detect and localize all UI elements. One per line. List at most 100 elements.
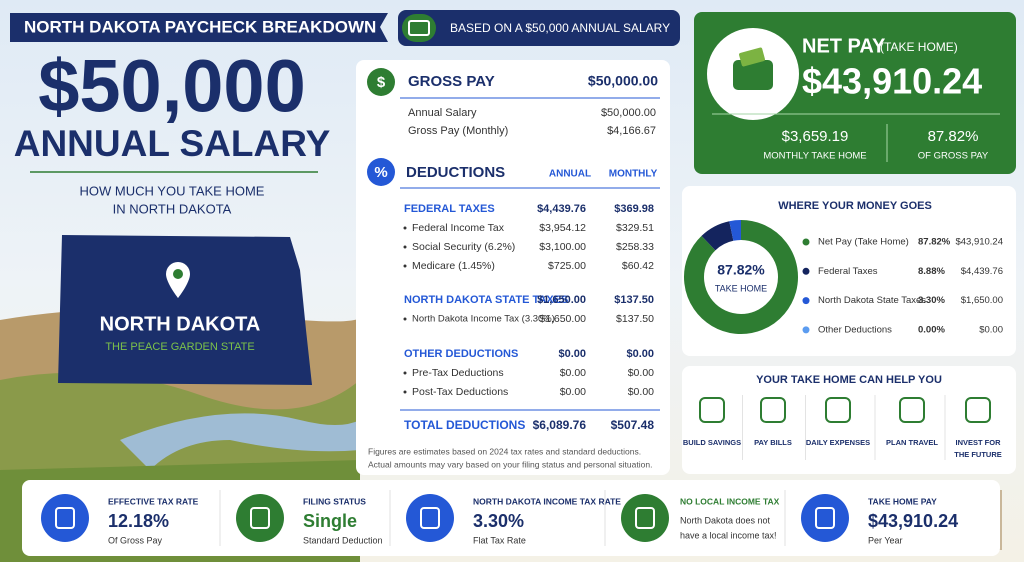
row-label: Federal Income Tax: [412, 222, 505, 234]
total-label: TOTAL DEDUCTIONS: [404, 418, 525, 432]
group-annual: $4,439.76: [537, 203, 586, 215]
help-icon: [760, 397, 786, 423]
summary-value: 3.30%: [473, 511, 524, 531]
summary-title: NO LOCAL INCOME TAX: [680, 496, 780, 506]
help-label: PAY BILLS: [754, 438, 792, 447]
hero-amount: $50,000: [38, 45, 306, 128]
state-map: [58, 235, 312, 385]
row-annual: $0.00: [560, 386, 586, 398]
gross-icon-text: $: [377, 74, 386, 91]
badge-text: BASED ON A $50,000 ANNUAL SALARY: [450, 21, 670, 35]
summary-line: North Dakota does not: [680, 515, 771, 525]
summary-glyph: [420, 507, 440, 529]
net-qualifier: (TAKE HOME): [880, 40, 958, 54]
legend-dot: [802, 297, 810, 305]
row-annual: $725.00: [548, 260, 586, 272]
summary-value: $43,910.24: [868, 511, 958, 531]
help-title: YOUR TAKE HOME CAN HELP YOU: [756, 374, 942, 386]
money-icon: [408, 20, 430, 36]
donut-center-value: 87.82%: [717, 262, 765, 278]
title: NORTH DAKOTA PAYCHECK BREAKDOWN: [24, 17, 376, 36]
group-annual: $1,650.00: [537, 294, 586, 306]
hero-subtitle: HOW MUCH YOU TAKE HOME: [80, 183, 265, 198]
summary-icon: [236, 494, 284, 542]
column-header: ANNUAL: [549, 169, 591, 180]
donut-center-label: TAKE HOME: [715, 283, 767, 293]
row-monthly: $137.50: [616, 313, 654, 325]
help-label: THE FUTURE: [954, 450, 1002, 459]
summary-icon: [621, 494, 669, 542]
summary-sub: Standard Deduction: [303, 535, 383, 545]
row-monthly: $258.33: [616, 241, 654, 253]
pin-dot: [173, 269, 183, 279]
title-banner: [10, 13, 388, 42]
column-header: MONTHLY: [609, 169, 658, 180]
group-name: NORTH DAKOTA STATE TAXES: [404, 294, 568, 306]
help-label: INVEST FOR: [955, 438, 1001, 447]
badge: [398, 10, 680, 46]
bullet: [403, 264, 407, 268]
legend-percent: 8.88%: [918, 266, 945, 277]
legend-name: Net Pay (Take Home): [818, 237, 909, 248]
state-name: NORTH DAKOTA: [100, 313, 261, 335]
gross-row-label: Annual Salary: [408, 107, 477, 119]
note: Actual amounts may vary based on your fi…: [368, 459, 652, 469]
summary-icon: [801, 494, 849, 542]
group-annual: $0.00: [558, 348, 586, 360]
row-monthly: $0.00: [628, 367, 654, 379]
legend-amount: $1,650.00: [961, 295, 1003, 306]
summary-glyph: [250, 507, 270, 529]
summary-glyph: [815, 507, 835, 529]
summary-icon: [41, 494, 89, 542]
summary-icon: [406, 494, 454, 542]
donut-segment: [729, 220, 742, 241]
gross-title: GROSS PAY: [408, 73, 495, 90]
hero-subtitle: IN NORTH DAKOTA: [113, 201, 232, 216]
gross-row-label: Gross Pay (Monthly): [408, 125, 508, 137]
summary-line: have a local income tax!: [680, 530, 777, 540]
total-monthly: $507.48: [611, 418, 655, 432]
total-annual: $6,089.76: [533, 418, 587, 432]
legend-amount: $4,439.76: [961, 266, 1003, 277]
row-monthly: $60.42: [622, 260, 654, 272]
legend-name: North Dakota State Taxes: [818, 295, 926, 306]
group-name: OTHER DEDUCTIONS: [404, 348, 518, 360]
help-icon: [899, 397, 925, 423]
summary-sub: Of Gross Pay: [108, 535, 163, 545]
stat-label: OF GROSS PAY: [918, 151, 989, 162]
deductions-icon-text: %: [374, 164, 387, 181]
bullet: [403, 317, 407, 321]
wallet-bill: [739, 47, 765, 67]
help-label: PLAN TRAVEL: [886, 438, 938, 447]
state-nickname: THE PEACE GARDEN STATE: [105, 341, 254, 353]
row-annual: $3,100.00: [539, 241, 586, 253]
group-monthly: $0.00: [626, 348, 654, 360]
breakdown-panel: [356, 60, 670, 475]
deductions-title: DEDUCTIONS: [406, 164, 505, 181]
note: Figures are estimates based on 2024 tax …: [368, 446, 641, 456]
legend-percent: 3.30%: [918, 295, 945, 306]
legend-name: Other Deductions: [818, 324, 892, 335]
summary-glyph: [55, 507, 75, 529]
net-amount: $43,910.24: [802, 61, 982, 102]
river: [120, 413, 360, 470]
summary-title: FILING STATUS: [303, 496, 366, 506]
bullet: [403, 226, 407, 230]
legend-amount: $0.00: [979, 324, 1003, 335]
stat-label: MONTHLY TAKE HOME: [763, 151, 866, 162]
net-title: NET PAY: [802, 35, 886, 57]
pin: [166, 262, 190, 298]
legend-dot: [802, 267, 810, 275]
stat-value: 87.82%: [928, 128, 979, 145]
legend-percent: 0.00%: [918, 324, 945, 335]
donut-segment: [684, 220, 798, 334]
summary-value: 12.18%: [108, 511, 169, 531]
group-monthly: $369.98: [614, 203, 654, 215]
gross-icon: [367, 68, 395, 96]
summary-title: EFFECTIVE TAX RATE: [108, 496, 199, 506]
summary-sub: Flat Tax Rate: [473, 535, 526, 545]
row-monthly: $0.00: [628, 386, 654, 398]
legend-percent: 87.82%: [918, 237, 951, 248]
row-label: Post-Tax Deductions: [412, 386, 508, 398]
